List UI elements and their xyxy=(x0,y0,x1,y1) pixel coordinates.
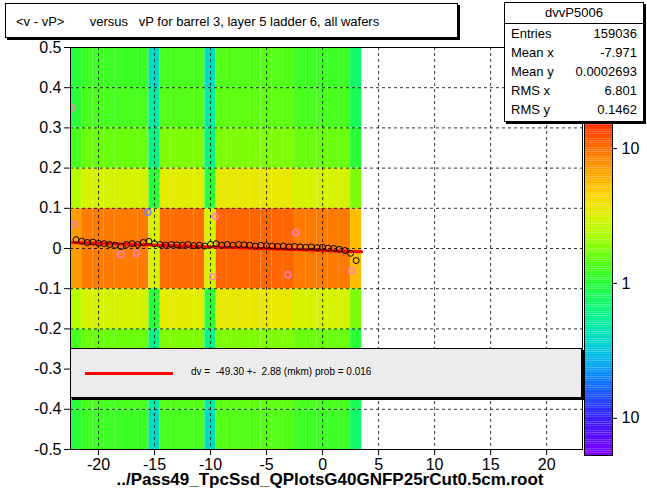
svg-text:0.2: 0.2 xyxy=(39,159,61,176)
svg-text:10: 10 xyxy=(425,455,444,473)
html-text:6.801: 6.801 xyxy=(604,83,637,98)
svg-text:-0.1: -0.1 xyxy=(34,280,62,297)
svg-text:0.4: 0.4 xyxy=(39,79,61,96)
html-text:0.0002693: 0.0002693 xyxy=(575,64,637,79)
html-text:RMS y: RMS y xyxy=(511,102,550,117)
html-text:../Pass49_TpcSsd_QPlotsG40GNFP: ../Pass49_TpcSsd_QPlotsG40GNFP25rCut0.5c… xyxy=(116,470,544,489)
svg-text:-10: -10 xyxy=(199,455,223,473)
html-text:RMS x: RMS x xyxy=(511,83,550,98)
svg-text:0.1: 0.1 xyxy=(39,199,61,216)
svg-text:-0.5: -0.5 xyxy=(34,441,62,458)
svg-text:-20: -20 xyxy=(87,456,110,473)
html-text:Mean y: Mean y xyxy=(511,64,554,79)
html-text:Mean x: Mean x xyxy=(511,45,554,60)
html-text:dvvP5006: dvvP5006 xyxy=(545,5,603,20)
svg-text:5: 5 xyxy=(374,455,383,473)
html-text:<v - vP> versus vP for barrel: <v - vP> versus vP for barrel 3, layer 5… xyxy=(16,14,380,29)
svg-text:-0.3: -0.3 xyxy=(34,360,62,377)
svg-text:-15: -15 xyxy=(143,455,167,473)
svg-text:0: 0 xyxy=(318,455,327,473)
svg-text:20: 20 xyxy=(537,455,556,473)
svg-text:10: 10 xyxy=(622,140,640,157)
html-text:dv = -49.30 +- 2.88 (mkm) prob: dv = -49.30 +- 2.88 (mkm) prob = 0.016 xyxy=(191,366,372,377)
svg-text:15: 15 xyxy=(481,455,500,473)
svg-text:-0.2: -0.2 xyxy=(34,320,62,337)
svg-text:0.5: 0.5 xyxy=(39,39,61,56)
html-text:0.1462: 0.1462 xyxy=(597,102,637,117)
svg-text:0.3: 0.3 xyxy=(39,119,61,136)
html-text:159036: 159036 xyxy=(593,26,637,41)
html-text:Entries: Entries xyxy=(511,26,552,41)
html-text:-7.971: -7.971 xyxy=(600,45,637,60)
svg-text:10: 10 xyxy=(622,409,640,426)
svg-text:0: 0 xyxy=(53,240,62,257)
svg-text:-0.4: -0.4 xyxy=(34,400,62,417)
svg-text:1: 1 xyxy=(622,275,631,292)
svg-text:-5: -5 xyxy=(259,455,274,473)
